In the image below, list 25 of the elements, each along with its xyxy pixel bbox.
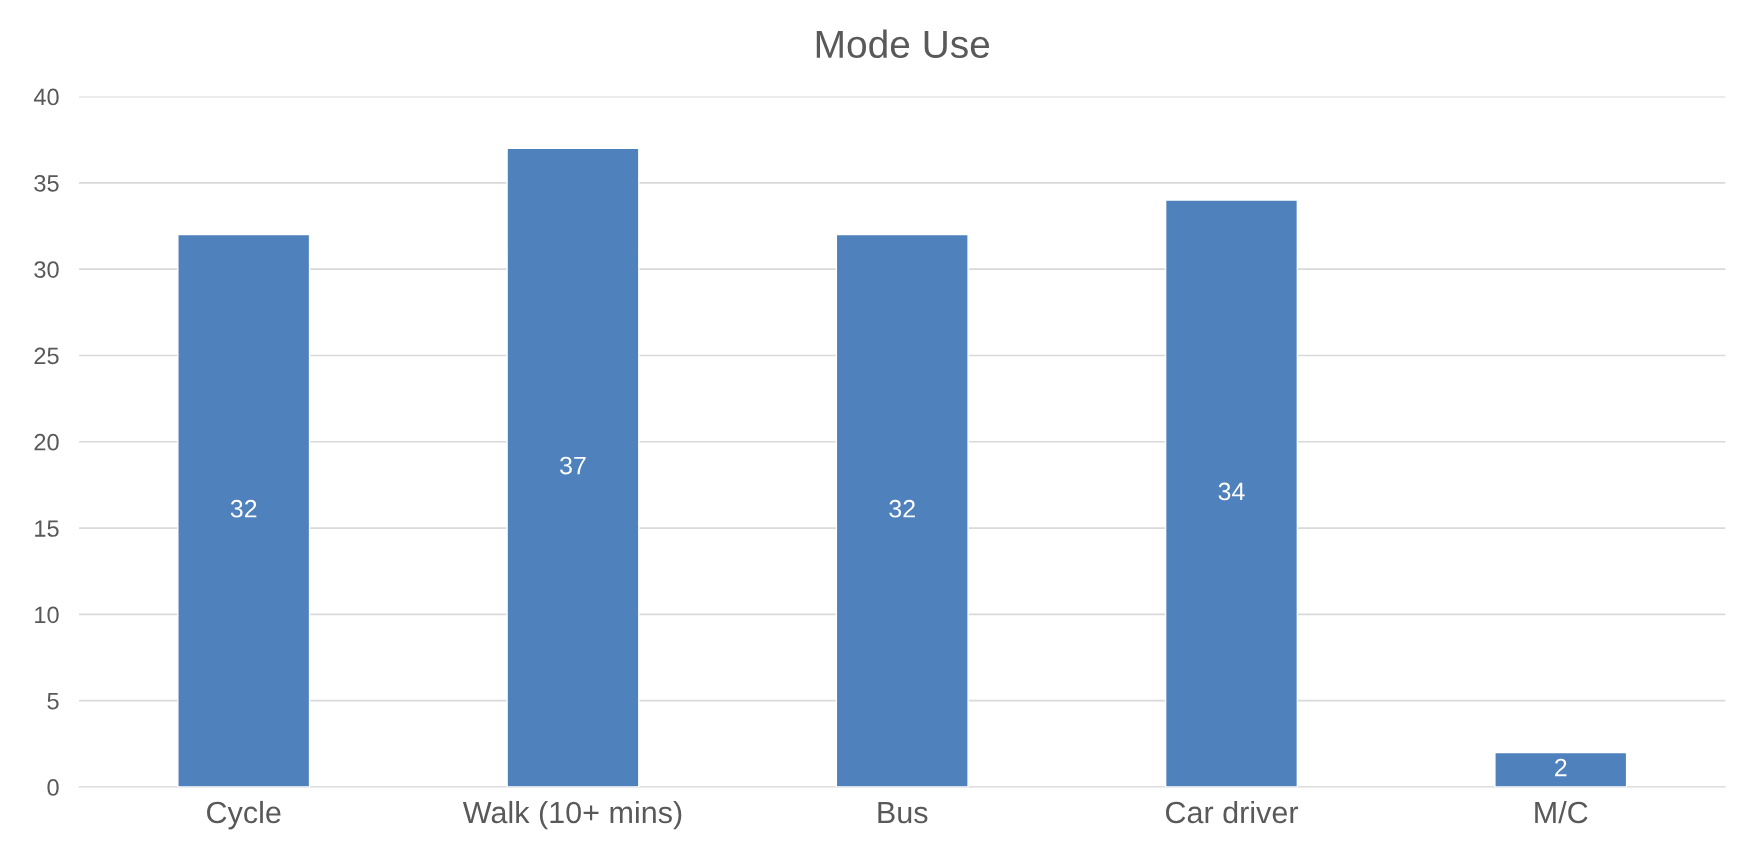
bar [506, 147, 640, 788]
bar [1494, 751, 1628, 788]
chart-title: Mode Use [816, 29, 990, 59]
x-tick-label: Walk (10+ mins) [462, 800, 682, 830]
y-tick-label: 10 [35, 606, 59, 624]
x-tick-label: Bus [878, 802, 928, 824]
y-tick-label: 5 [47, 693, 59, 710]
x-tick-label: Cycle [207, 800, 281, 830]
bar [835, 233, 969, 788]
y-tick-label: 20 [34, 433, 59, 451]
bar [177, 233, 311, 788]
y-tick-label: 0 [47, 779, 59, 796]
data-label: 34 [1218, 482, 1245, 501]
x-tick-label: M/C [1535, 800, 1588, 824]
bar [1164, 199, 1299, 788]
data-label: 32 [230, 499, 257, 518]
y-tick-label: 35 [34, 174, 59, 192]
y-tick-label: 15 [35, 520, 59, 537]
y-tick-label: 30 [34, 261, 59, 278]
x-tick-label: Car driver [1165, 800, 1299, 824]
data-label: 37 [560, 456, 586, 475]
data-label: 2 [1555, 758, 1567, 777]
y-tick-label: 25 [34, 347, 59, 365]
data-label: 32 [889, 499, 915, 518]
y-tick-label: 40 [33, 88, 59, 106]
